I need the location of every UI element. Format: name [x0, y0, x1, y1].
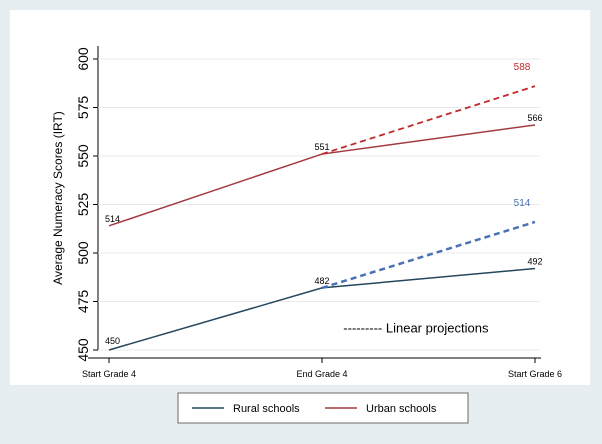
- projection-lines: [321, 85, 536, 290]
- y-axis-ticks: 450 475 500 525 550 575 600: [75, 47, 98, 362]
- y-axis-label: Average Numeracy Scores (IRT): [51, 111, 65, 285]
- urban-schools-data-label: 551: [314, 142, 329, 152]
- urban-schools-projection-line: [321, 85, 536, 155]
- y-tick-label: 600: [75, 47, 91, 71]
- linear-projections-annotation: --------- Linear projections: [343, 321, 489, 336]
- y-tick-label: 550: [75, 144, 91, 168]
- legend-box: [177, 392, 469, 424]
- urban-schools-projection-label: 588: [514, 62, 531, 73]
- legend: Rural schools Urban schools: [192, 403, 437, 415]
- legend-label-rural-schools: Rural schools: [233, 403, 300, 415]
- rural-schools-data-label: 482: [314, 276, 329, 286]
- urban-schools-data-label: 566: [527, 113, 542, 123]
- y-tick-label: 500: [75, 241, 91, 265]
- rural-schools-projection-line: [321, 220, 536, 290]
- rural-schools-data-label: 450: [105, 336, 120, 346]
- x-tick-label: End Grade 4: [296, 369, 347, 379]
- rural-schools-projection-label: 514: [514, 198, 531, 209]
- y-tick-label: 525: [75, 193, 91, 217]
- urban-schools-data-label: 514: [105, 214, 120, 224]
- plot-background: [10, 10, 590, 385]
- rural-schools-data-label: 492: [527, 257, 542, 267]
- legend-label-urban-schools: Urban schools: [366, 403, 437, 415]
- y-tick-label: 450: [75, 338, 91, 362]
- data-labels: 450 482 492 514 551 566 514 588: [105, 62, 543, 346]
- y-tick-label: 475: [75, 290, 91, 314]
- y-tick-label: 575: [75, 96, 91, 120]
- grid-lines: [98, 58, 540, 351]
- x-axis-ticks: Start Grade 4 End Grade 4 Start Grade 6: [82, 358, 562, 379]
- x-tick-label: Start Grade 4: [82, 369, 136, 379]
- x-tick-label: Start Grade 6: [508, 369, 562, 379]
